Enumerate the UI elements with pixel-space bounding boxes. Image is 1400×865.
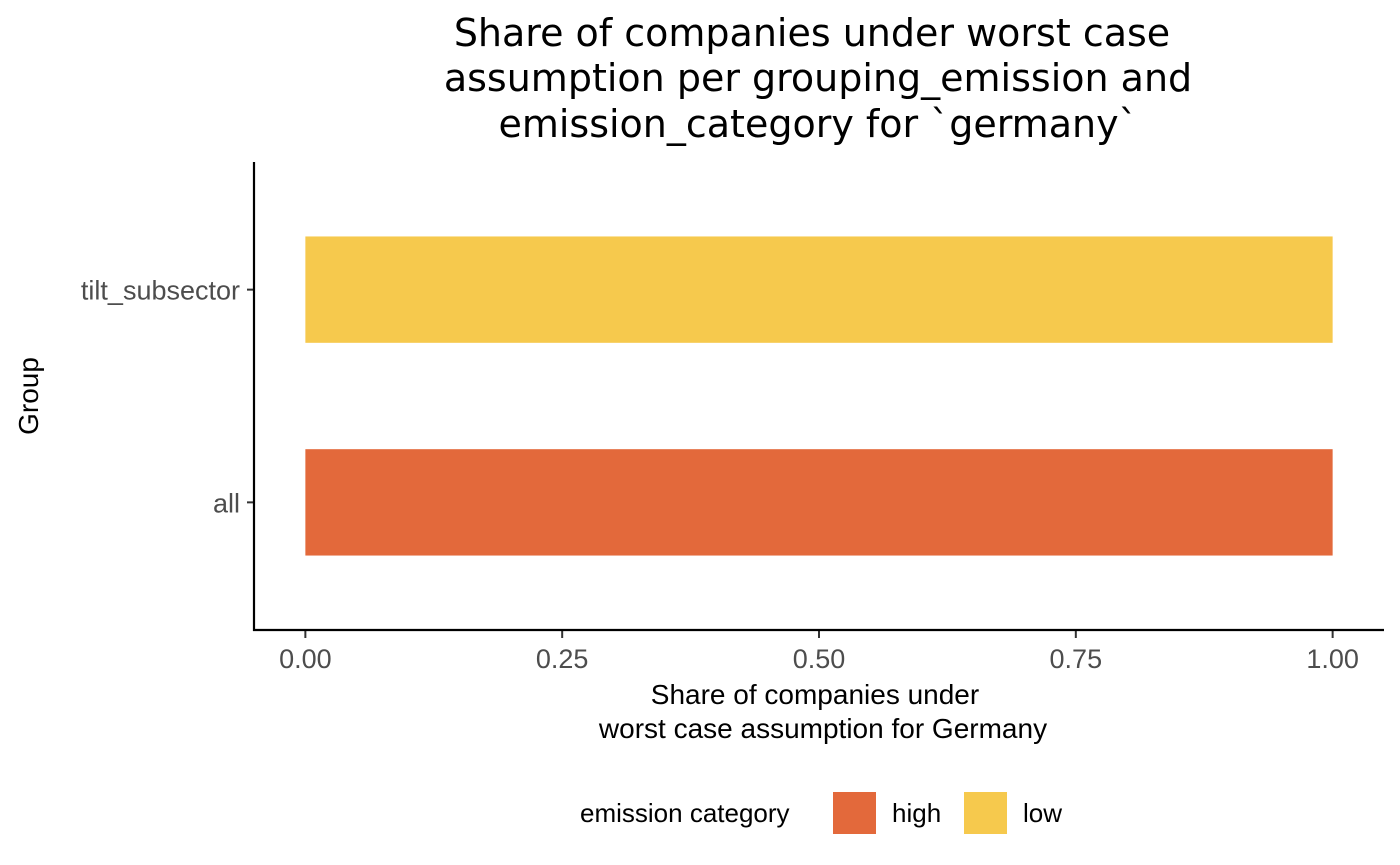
x-tick-label-0: 0.00 — [279, 644, 332, 674]
bar-tilt-subsector — [305, 236, 1333, 343]
legend: emission category high low — [580, 792, 1062, 834]
legend-swatch-high — [833, 792, 876, 834]
x-tick-label-2: 0.50 — [793, 644, 846, 674]
y-tick-label-tilt-subsector: tilt_subsector — [81, 276, 240, 306]
chart-title-line-2: assumption per grouping_emission and — [444, 56, 1192, 100]
legend-swatch-low — [964, 792, 1007, 834]
y-axis-title: Group — [13, 357, 44, 435]
x-axis-ticks: 0.00 0.25 0.50 0.75 1.00 — [279, 630, 1359, 674]
bar-all — [305, 449, 1333, 556]
y-axis-ticks: all tilt_subsector — [81, 276, 254, 518]
x-tick-label-1: 0.25 — [536, 644, 589, 674]
bars-layer — [305, 236, 1333, 556]
x-tick-label-3: 0.75 — [1050, 644, 1103, 674]
x-axis-title-line-2: worst case assumption for Germany — [598, 713, 1047, 744]
x-axis-title-line-1: Share of companies under — [651, 679, 979, 710]
legend-label-high: high — [892, 798, 941, 828]
chart-title-line-3: emission_category for `germany` — [498, 102, 1137, 146]
x-tick-label-4: 1.00 — [1306, 644, 1359, 674]
legend-label-low: low — [1023, 798, 1062, 828]
y-tick-label-all: all — [213, 488, 240, 518]
chart-title-line-1: Share of companies under worst case — [454, 11, 1170, 55]
legend-title: emission category — [580, 798, 790, 828]
